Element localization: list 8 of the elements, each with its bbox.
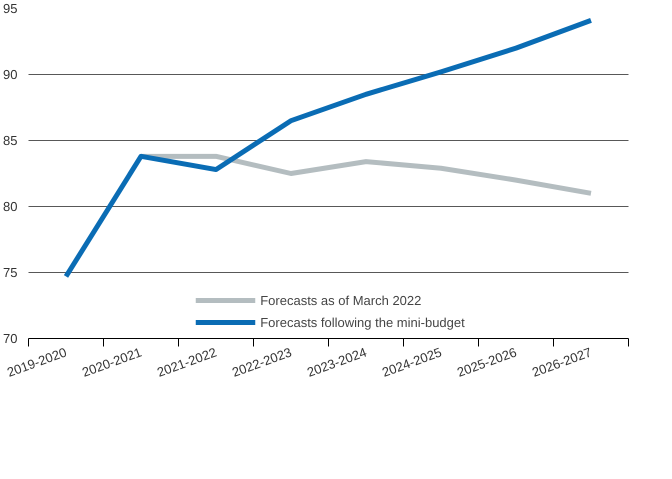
y-tick-label: 75 (3, 265, 18, 280)
legend-label: Forecasts following the mini-budget (260, 314, 465, 330)
legend-label: Forecasts as of March 2022 (260, 292, 422, 308)
y-tick-label: 90 (3, 67, 18, 82)
y-tick-label: 95 (3, 1, 18, 16)
y-tick-label: 80 (3, 199, 18, 214)
y-tick-label: 70 (3, 331, 18, 346)
y-tick-label: 85 (3, 133, 18, 148)
